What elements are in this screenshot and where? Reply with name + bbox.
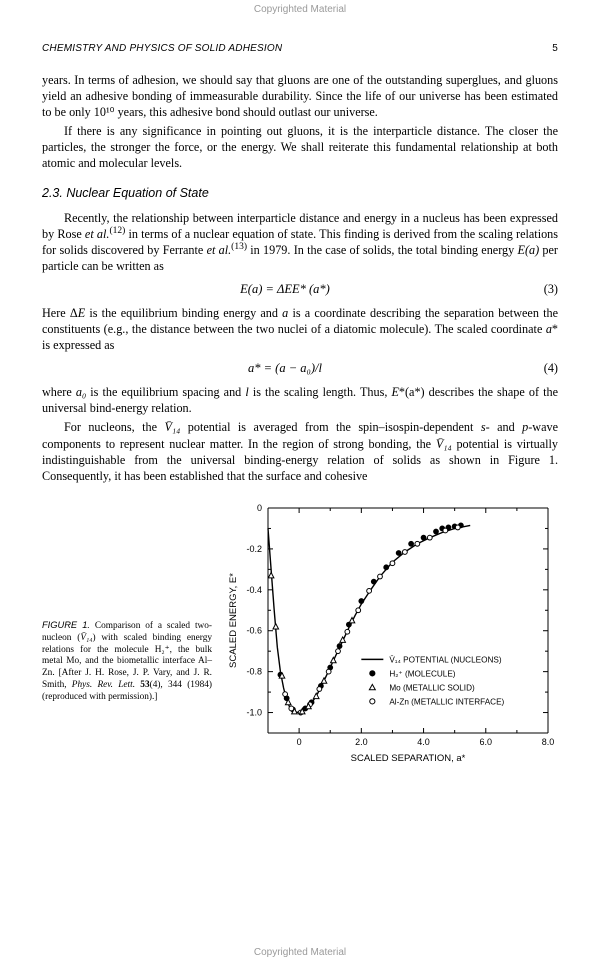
svg-text:-0.4: -0.4 [246,585,262,595]
figure-area: FIGURE 1. Comparison of a scaled two-nuc… [42,498,558,768]
text: V̄₁₄ [80,633,92,643]
svg-text:SCALED ENERGY, E*: SCALED ENERGY, E* [228,573,239,668]
chart: 0 -0.2 -0.4 -0.6 -0.8 -1.0 0 2.0 4.0 6.0 8.0 SCALED… [218,498,558,768]
text: For nucleons, the [64,420,165,434]
svg-text:Mo (METALLIC SOLID): Mo (METALLIC SOLID) [389,683,475,692]
svg-text:0: 0 [297,737,302,747]
svg-text:H₂⁺ (MOLECULE): H₂⁺ (MOLECULE) [389,669,455,678]
svg-text:SCALED SEPARATION, a*: SCALED SEPARATION, a* [351,753,466,764]
text: is the equilibrium binding energy and [85,306,282,320]
paragraph: Here ΔE is the equilibrium binding energ… [42,305,558,353]
text: Here Δ [42,306,78,320]
text: E(a) [518,243,540,257]
svg-text:Al-Zn (METALLIC INTERFACE): Al-Zn (METALLIC INTERFACE) [389,697,504,706]
copyright-top: Copyrighted Material [0,0,600,25]
text: potential is averaged from the spin–isos… [180,420,480,434]
copyright-bottom: Copyrighted Material [0,935,600,962]
citation: (13) [231,242,247,252]
paragraph: If there is any significance in pointing… [42,123,558,171]
equation-row: E(a) = ΔEE* (a*) (3) [42,282,558,297]
text: V̄₁₄ [436,437,452,451]
paragraph: For nucleons, the V̄₁₄ potential is aver… [42,419,558,483]
text: Phys. Rev. Lett. [72,680,135,690]
equation-number: (4) [528,361,558,376]
equation-number: (3) [528,282,558,297]
figure-label: FIGURE 1. [42,620,90,630]
text: is the scaling length. Thus, [249,385,392,399]
text: V̄₁₄ [164,420,180,434]
svg-text:4.0: 4.0 [417,737,430,747]
svg-text:2.0: 2.0 [355,737,368,747]
svg-text:-0.2: -0.2 [246,544,262,554]
paragraph: Recently, the relationship between inter… [42,210,558,274]
text: where [42,385,76,399]
svg-text:8.0: 8.0 [542,737,555,747]
svg-text:-0.6: -0.6 [246,626,262,636]
equation: a* = (a − a₀)/l [42,361,528,376]
chart-svg: 0 -0.2 -0.4 -0.6 -0.8 -1.0 0 2.0 4.0 6.0 8.0 SCALED… [218,498,558,768]
section-heading: 2.3. Nuclear Equation of State [42,186,558,200]
text: a₀ [76,385,86,399]
citation: (12) [109,226,125,236]
text: E [391,385,398,399]
running-title: CHEMISTRY AND PHYSICS OF SOLID ADHESION [42,43,282,54]
paragraph: where a₀ is the equilibrium spacing and … [42,384,558,416]
equation-row: a* = (a − a₀)/l (4) [42,361,558,376]
text: et al. [207,243,232,257]
text: - and [486,420,523,434]
page: CHEMISTRY AND PHYSICS OF SOLID ADHESION … [0,25,600,935]
text: 53 [140,680,149,690]
text: in 1979. In the case of solids, the tota… [247,243,518,257]
figure-caption: FIGURE 1. Comparison of a scaled two-nuc… [42,498,218,768]
svg-text:6.0: 6.0 [480,737,493,747]
svg-text:V̄₁₄ POTENTIAL (NUCLEONS): V̄₁₄ POTENTIAL (NUCLEONS) [389,655,502,664]
equation: E(a) = ΔEE* (a*) [42,282,528,297]
running-head: CHEMISTRY AND PHYSICS OF SOLID ADHESION … [42,43,558,54]
svg-text:-1.0: -1.0 [246,707,262,717]
text: et al. [85,227,110,241]
svg-text:-0.8: -0.8 [246,666,262,676]
text: is the equilibrium spacing and [86,385,245,399]
page-number: 5 [552,43,558,54]
paragraph: years. In terms of adhesion, we should s… [42,72,558,120]
svg-text:0: 0 [257,503,262,513]
